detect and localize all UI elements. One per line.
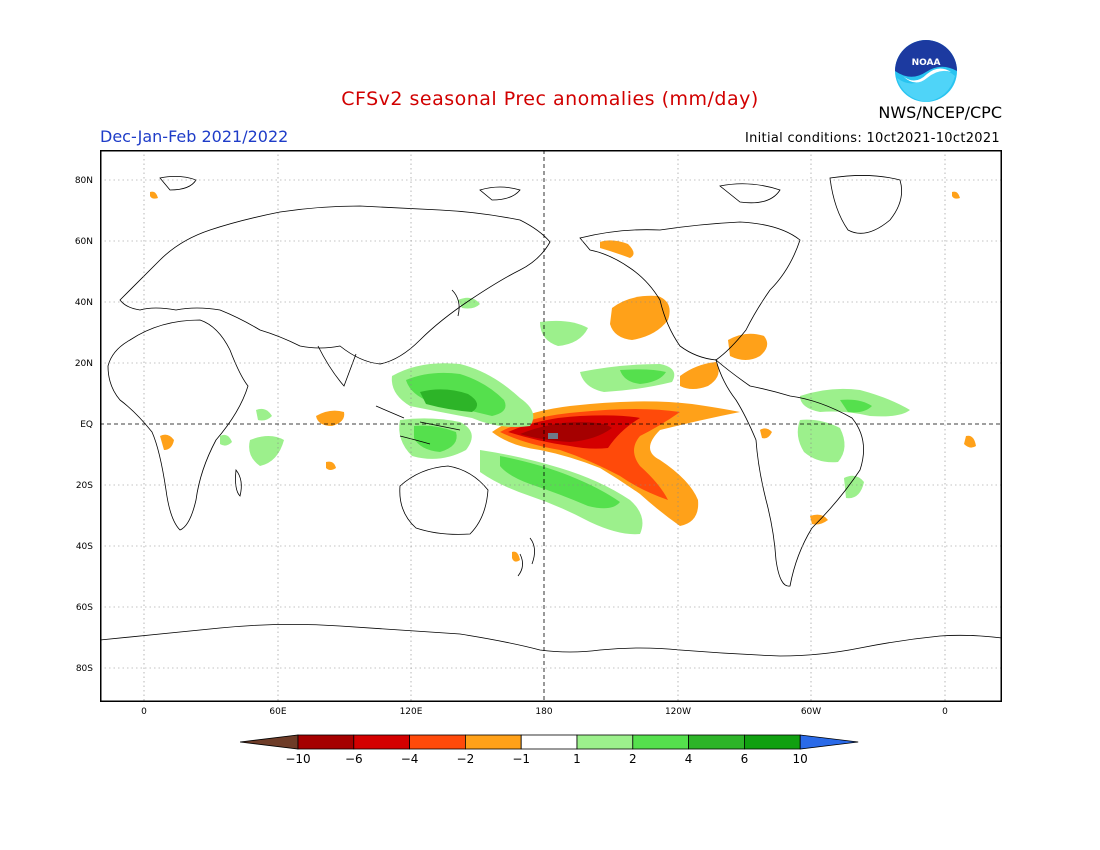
colorbar-swatch bbox=[688, 734, 745, 750]
precip-anomaly-map bbox=[100, 150, 1002, 702]
lat-label: 40N bbox=[75, 298, 93, 308]
colorbar-tick-label: −6 bbox=[345, 752, 363, 766]
equator-dateline bbox=[100, 150, 1002, 702]
colorbar-swatch bbox=[632, 734, 689, 750]
lon-label: 120E bbox=[400, 707, 423, 717]
agency-label: NWS/NCEP/CPC bbox=[878, 103, 1002, 122]
colorbar-tick-label: 1 bbox=[573, 752, 581, 766]
lat-label: 60S bbox=[76, 603, 93, 613]
colorbar-tick-label: −1 bbox=[512, 752, 530, 766]
lat-label: EQ bbox=[80, 420, 93, 430]
colorbar-swatch bbox=[743, 734, 801, 750]
graticule bbox=[100, 150, 1002, 702]
colorbar-tick-label: 10 bbox=[793, 752, 808, 766]
colorbar-tick-label: −10 bbox=[285, 752, 310, 766]
colorbar-swatch bbox=[464, 734, 522, 750]
lon-label: 60E bbox=[269, 707, 286, 717]
lon-label: 0 bbox=[141, 707, 147, 717]
colorbar-tick-label: −2 bbox=[457, 752, 475, 766]
colorbar-swatch bbox=[576, 734, 634, 750]
colorbar-swatch bbox=[297, 734, 355, 750]
lat-label: 60N bbox=[75, 237, 93, 247]
lat-label: 20N bbox=[75, 359, 93, 369]
colorbar-swatch bbox=[353, 734, 411, 750]
noaa-logo: NOAA bbox=[895, 40, 957, 102]
wet-anomalies bbox=[220, 297, 910, 535]
colorbar-swatch bbox=[520, 734, 578, 750]
colorbar-tick-label: 6 bbox=[741, 752, 749, 766]
lat-label: 80N bbox=[75, 176, 93, 186]
season-label: Dec-Jan-Feb 2021/2022 bbox=[100, 127, 289, 146]
colorbar-tick-label: −4 bbox=[401, 752, 419, 766]
lon-label: 120W bbox=[665, 707, 691, 717]
colorbar-labels: −10 −6 −4 −2 −1 1 2 4 6 10 bbox=[285, 752, 808, 766]
colorbar-tick-label: 2 bbox=[629, 752, 637, 766]
coastlines bbox=[100, 175, 1002, 657]
lon-label: 180 bbox=[535, 707, 552, 717]
lat-label: 80S bbox=[76, 664, 93, 674]
colorbar-swatches bbox=[240, 734, 859, 750]
map-title: CFSv2 seasonal Prec anomalies (mm/day) bbox=[341, 88, 759, 110]
lat-label: 20S bbox=[76, 481, 93, 491]
lon-label: 0 bbox=[942, 707, 948, 717]
colorbar-max-triangle bbox=[799, 734, 859, 750]
lon-label: 60W bbox=[801, 707, 821, 717]
map-border bbox=[100, 150, 1002, 702]
lat-label: 40S bbox=[76, 542, 93, 552]
colorbar-min-triangle bbox=[240, 734, 299, 750]
colorbar: −10 −6 −4 −2 −1 1 2 4 6 10 bbox=[240, 734, 859, 766]
colorbar-swatch bbox=[409, 734, 466, 750]
initial-conditions-label: Initial conditions: 10ct2021-10ct2021 bbox=[744, 131, 1000, 146]
svg-text:NOAA: NOAA bbox=[912, 58, 941, 68]
colorbar-tick-label: 4 bbox=[685, 752, 693, 766]
